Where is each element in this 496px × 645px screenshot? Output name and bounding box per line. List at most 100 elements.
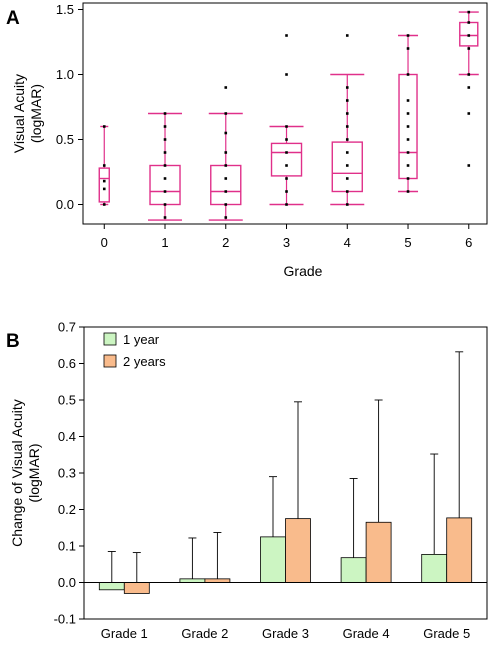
data-point [467,164,471,167]
y-tick-label: 0.3 [58,466,76,481]
bar-1-2 [285,518,311,583]
x-tick-label: 6 [465,235,472,250]
box-iqr [149,164,181,206]
data-point [345,190,349,193]
x-axis-title: Grade [284,263,323,279]
panel-label-a: A [6,8,20,29]
box-grade-3 [269,34,304,206]
data-point [285,151,288,154]
data-point [345,86,349,89]
data-point [102,203,106,206]
data-point [406,177,410,180]
data-point [406,34,410,37]
x-tick-label: Grade 1 [101,626,148,641]
box-iqr [98,167,110,203]
x-tick-label: 2 [222,235,229,250]
bar-0-2 [260,536,286,583]
data-point [224,86,228,89]
data-point [406,190,410,193]
data-point [406,138,410,141]
y-axis-title-line: Change of Visual Acuity [9,399,25,547]
data-point [224,190,228,193]
x-tick-label: Grade 2 [181,626,228,641]
data-point [406,99,410,102]
bar-1-3 [365,521,392,583]
y-tick-label: 0.1 [58,539,76,554]
y-tick-label: 0.2 [58,502,76,517]
x-tick-label: Grade 4 [343,626,390,641]
box-iqr [210,164,242,206]
box-grade-4 [330,34,365,206]
legend-swatch-1 [103,354,117,368]
data-point [467,86,471,89]
y-axis-title-line: Visual Acuity [11,74,27,153]
data-point [163,138,167,141]
box-grade-1 [148,112,183,221]
data-point [345,99,349,102]
data-point [163,216,167,219]
bar-0-0 [98,582,125,591]
y-tick-label: 1.0 [56,67,74,82]
y-axis-title: Visual Acuity(logMAR) [11,74,44,153]
data-point [406,47,410,50]
bar-0-1 [179,578,206,583]
x-tick-label: Grade 5 [423,626,470,641]
data-point [102,164,106,167]
data-point [285,177,288,180]
data-point [224,216,228,219]
y-tick-label: 0.4 [58,429,76,444]
data-point [163,190,167,193]
data-point [406,164,410,167]
bar-0-3 [340,557,367,583]
y-tick-label: 0.5 [58,393,76,408]
y-tick-label: -0.1 [54,612,76,627]
data-point [102,187,106,191]
x-tick-label: Grade 3 [262,626,309,641]
y-axis-title-line: (logMAR) [28,84,44,143]
data-point [163,151,167,154]
data-point [102,179,106,183]
data-point [163,125,167,128]
data-point [224,131,228,135]
box-grade-5 [398,34,419,193]
legend-label-1: 2 years [123,354,166,369]
data-point [345,151,349,154]
data-point [345,125,349,128]
data-point [345,177,349,180]
data-point [406,73,410,76]
data-point [345,34,349,37]
data-point [102,125,106,128]
data-point [163,112,167,115]
data-point [467,10,471,14]
panel-b-bar-chart: B -0.1 0.0 0.1 0.2 0.3 0.4 0.5 0.6 0.7 Grade 1 Grad… [6,320,488,641]
y-tick-label: 0.6 [58,356,76,371]
data-point [467,47,471,50]
data-point [285,138,288,141]
box-grade-0 [98,125,110,206]
data-point [285,164,288,167]
data-point [345,138,349,141]
panel-label-b: B [6,331,20,352]
data-point [285,73,288,76]
data-point [406,112,410,115]
data-point [163,164,167,167]
data-point [345,112,349,115]
data-point [224,112,228,115]
data-point [224,164,228,167]
y-tick-label: 0.0 [58,575,76,590]
data-point [163,203,167,206]
bar-1-0 [123,582,150,594]
data-point [467,34,471,37]
data-point [467,112,471,115]
data-point [285,203,288,206]
bar-1-4 [446,517,473,583]
y-tick-label: 0.5 [56,132,74,147]
panel-a-box-plot: A 0.0 0.5 1.0 1.5 0 1 2 3 4 5 6 Grade Visual Acuity(l… [6,2,488,279]
box-grade-6 [458,10,479,167]
data-point [285,125,288,128]
data-point [406,151,410,154]
data-point [224,151,228,154]
data-point [285,34,288,37]
box-grade-2 [208,86,243,221]
